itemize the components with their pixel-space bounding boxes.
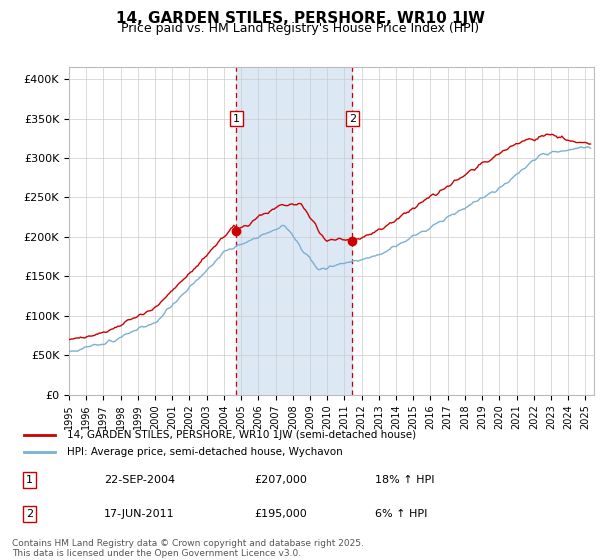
Text: 1: 1 (26, 475, 33, 484)
Text: 14, GARDEN STILES, PERSHORE, WR10 1JW (semi-detached house): 14, GARDEN STILES, PERSHORE, WR10 1JW (s… (67, 431, 416, 440)
Text: HPI: Average price, semi-detached house, Wychavon: HPI: Average price, semi-detached house,… (67, 447, 343, 457)
Text: 1: 1 (233, 114, 240, 124)
Text: 6% ↑ HPI: 6% ↑ HPI (375, 510, 427, 519)
Text: £207,000: £207,000 (254, 475, 307, 484)
Text: 22-SEP-2004: 22-SEP-2004 (104, 475, 175, 484)
Text: 14, GARDEN STILES, PERSHORE, WR10 1JW: 14, GARDEN STILES, PERSHORE, WR10 1JW (115, 11, 485, 26)
Bar (236, 67, 352, 395)
Text: Contains HM Land Registry data © Crown copyright and database right 2025.
This d: Contains HM Land Registry data © Crown c… (12, 539, 364, 558)
Text: Price paid vs. HM Land Registry's House Price Index (HPI): Price paid vs. HM Land Registry's House … (121, 22, 479, 35)
Text: £195,000: £195,000 (254, 510, 307, 519)
Text: 2: 2 (349, 114, 356, 124)
Text: 17-JUN-2011: 17-JUN-2011 (104, 510, 175, 519)
Text: 18% ↑ HPI: 18% ↑ HPI (375, 475, 434, 484)
Text: 2: 2 (26, 510, 33, 519)
